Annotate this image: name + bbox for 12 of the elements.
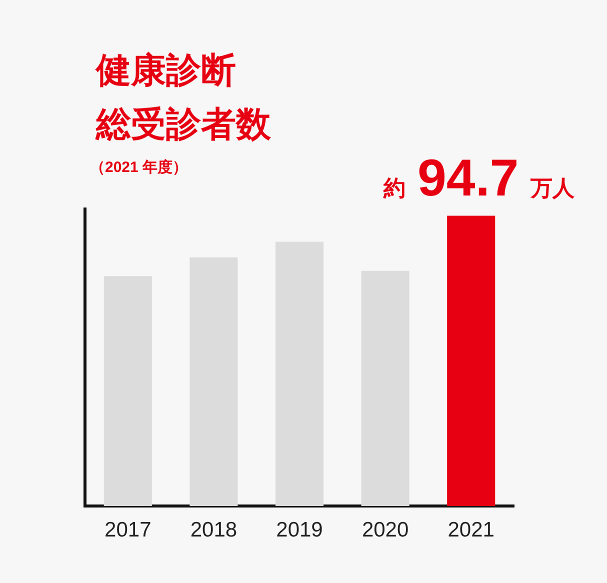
- bar: [275, 242, 324, 506]
- x-tick-label: 2018: [190, 518, 238, 542]
- bar: [190, 257, 238, 506]
- bar: [104, 276, 152, 506]
- x-tick-label: 2021: [448, 518, 494, 542]
- chart-subtitle: （2021 年度）: [90, 158, 188, 177]
- bar: [361, 270, 410, 506]
- x-tick-label: 2017: [104, 518, 152, 542]
- x-tick-label: 2020: [362, 518, 409, 542]
- bar: [447, 216, 496, 506]
- x-tick-label: 2019: [276, 518, 323, 542]
- chart-title: 健康診断総受診者数: [96, 50, 271, 146]
